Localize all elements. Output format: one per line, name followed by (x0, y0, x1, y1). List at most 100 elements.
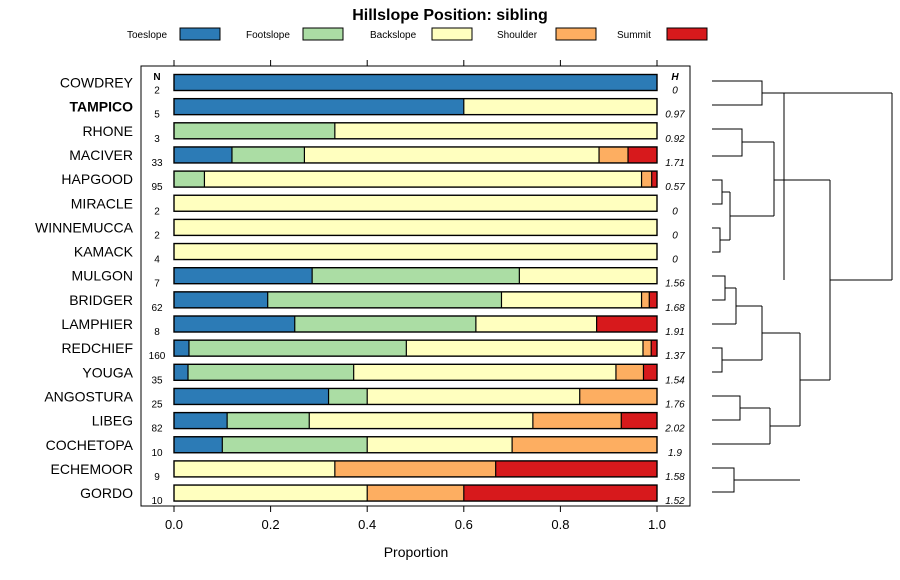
h-value: 1.76 (665, 399, 685, 410)
bar-segment (353, 364, 616, 381)
bar-outline (173, 363, 658, 381)
bar-segment (174, 267, 313, 284)
n-value: 160 (149, 351, 166, 362)
row-label: BRIDGER (69, 292, 133, 308)
h-value: 0.57 (665, 182, 685, 193)
bar-segment (519, 267, 657, 284)
bar-outline (173, 122, 658, 140)
legend-label: Footslope (246, 30, 290, 41)
row-label: HAPGOOD (61, 171, 133, 187)
bar-segment (599, 146, 629, 163)
bar-segment (174, 485, 368, 502)
bar-segment (463, 98, 657, 115)
x-tick-label: 0.2 (262, 517, 280, 532)
bar-segment (174, 98, 464, 115)
bar-rows: COWDREY 2 0 TAMPICO 5 0.97 RHONE 3 0.92 MACIVER 33… (35, 73, 685, 507)
bar-outline (173, 146, 658, 164)
h-value: 1.52 (665, 496, 685, 507)
bar-outline (173, 411, 658, 430)
bar-segment (328, 388, 368, 405)
bar-segment (495, 460, 657, 477)
legend: Toeslope Footslope Backslope Shoulder Summit (127, 27, 708, 41)
h-value: 0 (672, 230, 678, 241)
bar-segment (174, 412, 228, 429)
h-value: 1.58 (665, 472, 685, 483)
bar-segment (294, 316, 476, 332)
bar-outline (173, 291, 658, 309)
n-value: 9 (154, 472, 160, 483)
x-tick-label: 0.0 (165, 517, 183, 532)
n-value: 8 (154, 327, 160, 338)
bar-segment (174, 122, 335, 139)
n-value: 7 (154, 279, 160, 290)
row-label: KAMACK (74, 244, 134, 260)
h-value: 1.71 (665, 158, 684, 169)
row-label: REDCHIEF (61, 340, 133, 356)
bar-segment (222, 436, 368, 453)
legend-label: Toeslope (127, 30, 167, 41)
row-label: ANGOSTURA (44, 388, 133, 404)
bar-outline (173, 387, 658, 406)
row-label: RHONE (82, 123, 133, 139)
h-value: 1.56 (665, 279, 685, 290)
bar-segment (641, 291, 650, 308)
bar-outline (173, 97, 658, 116)
bar-segment (615, 364, 644, 381)
n-value: 2 (154, 206, 160, 217)
row-label: COCHETOPA (46, 437, 134, 453)
legend-swatch (555, 27, 597, 41)
bar-segment (174, 243, 657, 260)
bar-segment (501, 291, 642, 308)
bar-outline (173, 73, 658, 92)
bar-segment (475, 316, 597, 332)
bar-segment (174, 388, 329, 405)
bar-segment (579, 388, 657, 405)
bar-outline (173, 267, 658, 285)
h-value: 1.91 (665, 327, 684, 338)
bar-segment (174, 146, 232, 163)
h-value: 0 (672, 255, 678, 266)
bar-segment (174, 316, 295, 332)
bar-segment (621, 412, 657, 429)
h-value: 1.9 (668, 448, 682, 459)
row-label: MIRACLE (71, 195, 133, 211)
bar-segment (334, 122, 657, 139)
x-tick-label: 1.0 (648, 517, 666, 532)
bar-segment (174, 460, 335, 477)
n-header: N (153, 72, 160, 83)
n-value: 35 (151, 375, 163, 386)
n-value: 10 (151, 496, 163, 507)
bar-segment (174, 291, 268, 308)
n-value: 5 (154, 110, 160, 121)
h-value: 1.68 (665, 303, 685, 314)
n-value: 82 (151, 424, 163, 435)
bar-segment (367, 485, 464, 502)
bar-segment (532, 412, 622, 429)
legend-swatch (302, 27, 344, 41)
bar-segment (174, 340, 189, 357)
x-axis: 0.0 0.2 0.4 0.6 0.8 1.0 (165, 60, 666, 532)
bar-segment (641, 171, 652, 188)
bar-outline (173, 339, 658, 357)
bar-segment (367, 436, 513, 453)
bar-segment (174, 195, 657, 212)
bar-segment (174, 219, 657, 236)
bar-outline (173, 436, 658, 454)
bar-segment (512, 436, 657, 453)
bar-segment (649, 291, 657, 308)
bar-segment (227, 412, 310, 429)
legend-label: Summit (617, 30, 651, 41)
n-value: 25 (151, 399, 163, 410)
x-tick-label: 0.4 (358, 517, 376, 532)
legend-label: Backslope (370, 30, 417, 41)
bar-outline (173, 242, 658, 261)
bar-outline (173, 170, 658, 188)
bar-segment (643, 364, 657, 381)
row-label: MACIVER (69, 147, 133, 163)
bar-outline (173, 194, 658, 212)
n-value: 10 (151, 448, 163, 459)
n-value: 33 (151, 158, 163, 169)
h-value: 0.92 (665, 134, 685, 145)
h-value: 1.37 (665, 351, 685, 362)
bar-segment (406, 340, 643, 357)
